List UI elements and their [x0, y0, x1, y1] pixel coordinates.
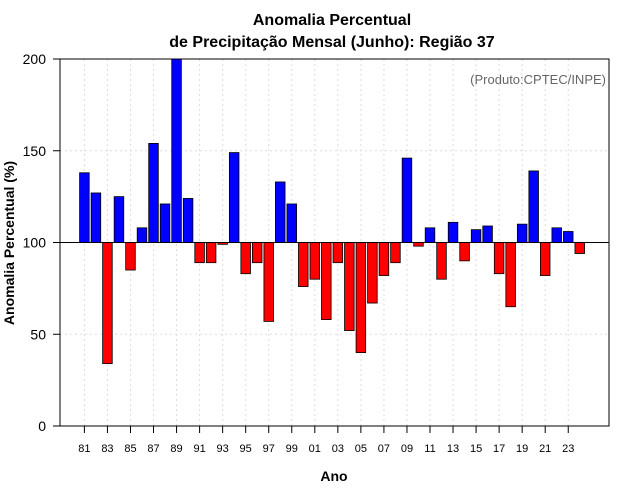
bar-05	[355, 242, 367, 353]
bar-88	[159, 203, 171, 243]
bar-96	[251, 242, 263, 264]
bar-14	[459, 242, 470, 262]
bar-02	[321, 242, 332, 320]
bar-92	[205, 242, 217, 264]
bar-20	[528, 170, 539, 243]
bar-12	[436, 242, 447, 280]
x-tick-label: 99	[286, 443, 298, 455]
y-tick-label: 0	[38, 418, 46, 434]
y-tick-label: 100	[23, 235, 47, 251]
x-tick-label: 87	[147, 443, 159, 455]
x-tick-label: 81	[78, 443, 90, 455]
y-axis-title: Anomalia Percentual (%)	[1, 161, 17, 325]
x-tick-label: 09	[401, 443, 413, 455]
bar-98	[275, 181, 286, 243]
bar-23	[563, 231, 574, 243]
bar-16	[482, 225, 493, 243]
x-tick-label: 85	[124, 443, 136, 455]
bar-91	[194, 242, 205, 264]
bar-06	[367, 242, 378, 304]
bar-11	[424, 227, 436, 243]
bar-99	[286, 203, 297, 243]
chart-title-line1: Anomalia Percentual	[253, 12, 411, 29]
bar-24	[574, 242, 585, 254]
x-axis-ticks: 81 83 85 87 89 91 93 95 97 99 01 03 05 07 09 11 13 15 17 19…	[78, 426, 574, 455]
bar-86	[136, 227, 148, 243]
x-tick-label: 05	[355, 443, 367, 455]
x-tick-label: 19	[516, 443, 528, 455]
bar-19	[516, 223, 528, 243]
x-tick-label: 91	[193, 443, 205, 455]
bar-90	[182, 198, 194, 243]
x-tick-label: 07	[378, 443, 390, 455]
bar-15	[470, 229, 482, 243]
bar-81	[79, 172, 90, 243]
bar-13	[447, 221, 459, 243]
x-tick-label: 95	[240, 443, 252, 455]
bar-87	[148, 143, 159, 243]
bar-22	[551, 227, 562, 243]
bars-layer	[79, 58, 585, 365]
chart-title-line2: de Precipitação Mensal (Junho): Região 3…	[169, 34, 495, 51]
x-tick-label: 17	[493, 443, 505, 455]
x-tick-label: 23	[562, 443, 574, 455]
x-tick-label: 13	[447, 443, 459, 455]
y-tick-label: 200	[23, 51, 47, 67]
bar-89	[171, 58, 182, 243]
bar-09	[401, 157, 413, 243]
bar-07	[378, 242, 390, 276]
y-tick-label: 50	[30, 326, 46, 342]
bar-03	[332, 242, 344, 264]
bar-08	[390, 242, 401, 264]
x-tick-label: 97	[263, 443, 275, 455]
x-tick-label: 15	[470, 443, 482, 455]
bar-95	[240, 242, 251, 275]
x-tick-label: 83	[101, 443, 113, 455]
x-axis-title: Ano	[320, 468, 347, 484]
y-axis-ticks: 0 50 100 150 200	[23, 51, 60, 434]
x-tick-label: 93	[217, 443, 229, 455]
x-tick-label: 11	[424, 443, 435, 455]
bar-04	[344, 242, 355, 331]
x-tick-label: 21	[539, 443, 551, 455]
x-tick-label: 01	[309, 443, 321, 455]
bar-85	[125, 242, 136, 271]
x-tick-label: 03	[332, 443, 344, 455]
bar-82	[90, 192, 102, 243]
bar-10	[413, 242, 424, 247]
credit-label: (Produto:CPTEC/INPE)	[470, 72, 606, 87]
bar-84	[113, 196, 125, 243]
bar-17	[493, 242, 505, 275]
bar-97	[263, 242, 274, 322]
bar-83	[102, 242, 113, 365]
bar-01	[309, 242, 321, 280]
bar-21	[540, 242, 551, 276]
y-tick-label: 150	[23, 143, 47, 159]
bar-00	[298, 242, 309, 287]
x-tick-label: 89	[170, 443, 182, 455]
bar-94	[228, 152, 240, 243]
bar-18	[505, 242, 516, 308]
